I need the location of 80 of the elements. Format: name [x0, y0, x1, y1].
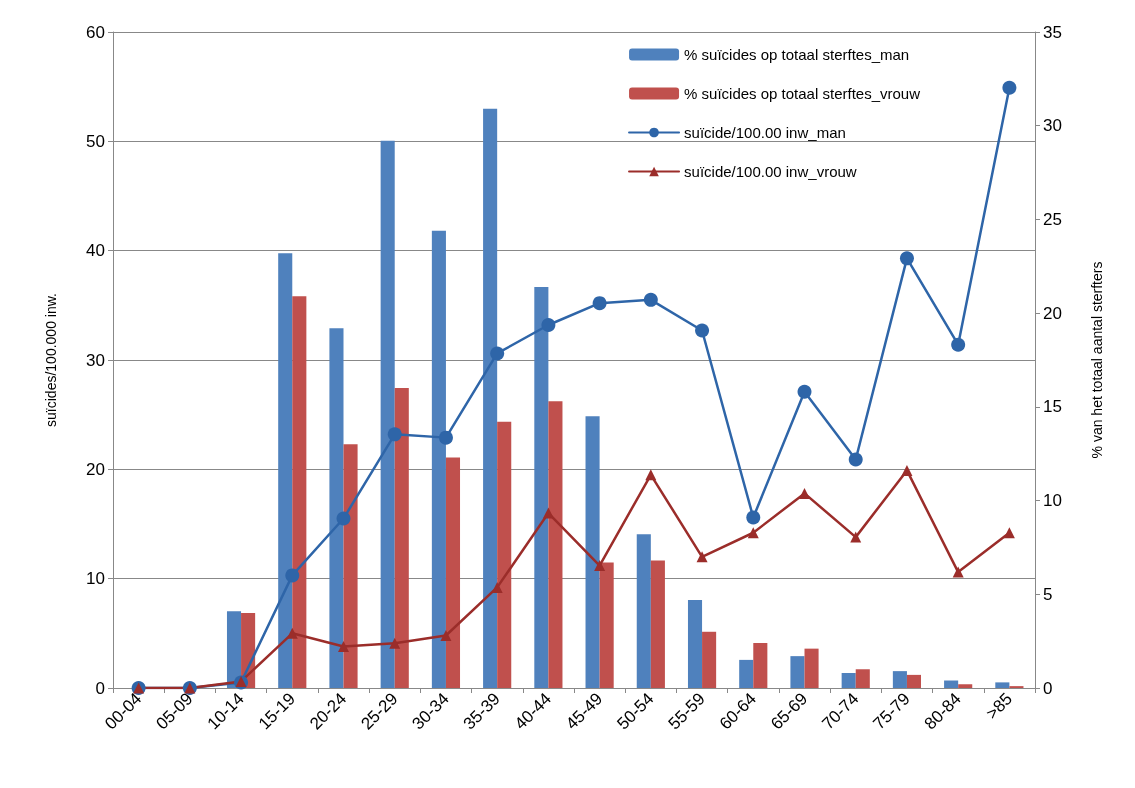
point	[645, 469, 657, 481]
y2-tick-label: 0	[1043, 678, 1053, 698]
bar	[292, 296, 307, 688]
point	[440, 630, 452, 642]
point	[747, 527, 759, 539]
legend-label: suïcide/100.00 inw_man	[684, 124, 846, 141]
legend-label: % suïcides op totaal sterftes_man	[684, 46, 910, 63]
bar	[445, 457, 461, 688]
y2-tick-label: 20	[1043, 303, 1062, 323]
y2-tick-label: 15	[1043, 397, 1062, 417]
point	[490, 346, 505, 361]
bar	[226, 611, 242, 688]
bar	[702, 631, 717, 688]
point	[850, 531, 862, 543]
bar	[585, 416, 600, 688]
point	[799, 487, 810, 499]
point	[952, 566, 964, 578]
bar	[995, 682, 1010, 688]
point	[899, 251, 914, 266]
y-tick-label: 20	[86, 459, 105, 479]
point	[541, 318, 556, 333]
bar	[906, 674, 922, 688]
point	[848, 452, 863, 467]
bar	[687, 599, 703, 688]
bar	[431, 230, 446, 688]
point	[338, 640, 349, 652]
y-tick-label: 10	[86, 569, 105, 589]
point	[387, 427, 402, 442]
bar	[753, 643, 768, 688]
point	[594, 560, 606, 572]
point	[797, 384, 812, 399]
point	[951, 337, 966, 352]
y-tick-label: 50	[86, 131, 105, 151]
point	[336, 511, 351, 526]
bar	[599, 562, 614, 688]
bar	[329, 328, 344, 688]
bar	[790, 656, 805, 688]
bar	[548, 401, 563, 688]
point	[1002, 80, 1017, 95]
bar	[380, 140, 395, 688]
point	[542, 507, 554, 519]
legend-label: suïcide/100.00 inw_vrouw	[684, 163, 857, 180]
bar	[278, 253, 293, 688]
legend-label: % suïcides op totaal sterftes_vrouw	[684, 85, 921, 102]
y2-tick-label: 30	[1043, 116, 1062, 136]
point	[901, 464, 913, 476]
bar	[958, 684, 973, 688]
point	[643, 292, 658, 307]
y2-tick-label: 10	[1043, 491, 1062, 511]
bar	[892, 671, 907, 688]
point	[438, 430, 453, 445]
bar	[483, 108, 498, 688]
y2-axis-title: % van het totaal aantal sterfters	[1089, 261, 1105, 459]
bar	[636, 534, 651, 688]
bar	[497, 421, 512, 688]
y2-tick-label: 5	[1043, 584, 1053, 604]
point	[592, 296, 607, 311]
bar	[944, 680, 959, 688]
bar	[804, 648, 819, 688]
point	[695, 323, 710, 338]
point	[696, 551, 708, 563]
y2-tick-label: 35	[1043, 22, 1062, 42]
y-tick-label: 0	[95, 678, 105, 698]
point	[746, 510, 761, 525]
y2-tick-label: 25	[1043, 209, 1062, 229]
bar	[343, 444, 358, 688]
y-axis-title: suïcides/100.000 inw.	[43, 293, 59, 427]
bar	[855, 669, 870, 688]
point	[389, 637, 401, 649]
bar	[394, 388, 409, 688]
bar	[534, 286, 549, 688]
point	[285, 568, 300, 583]
x-tick-label: >85	[982, 689, 1017, 724]
bar	[841, 673, 856, 688]
y-tick-label: 60	[86, 22, 105, 42]
bar	[739, 659, 754, 688]
point	[1003, 527, 1015, 539]
bar	[650, 560, 665, 688]
y-tick-label: 30	[86, 350, 105, 370]
y-tick-label: 40	[86, 241, 105, 261]
